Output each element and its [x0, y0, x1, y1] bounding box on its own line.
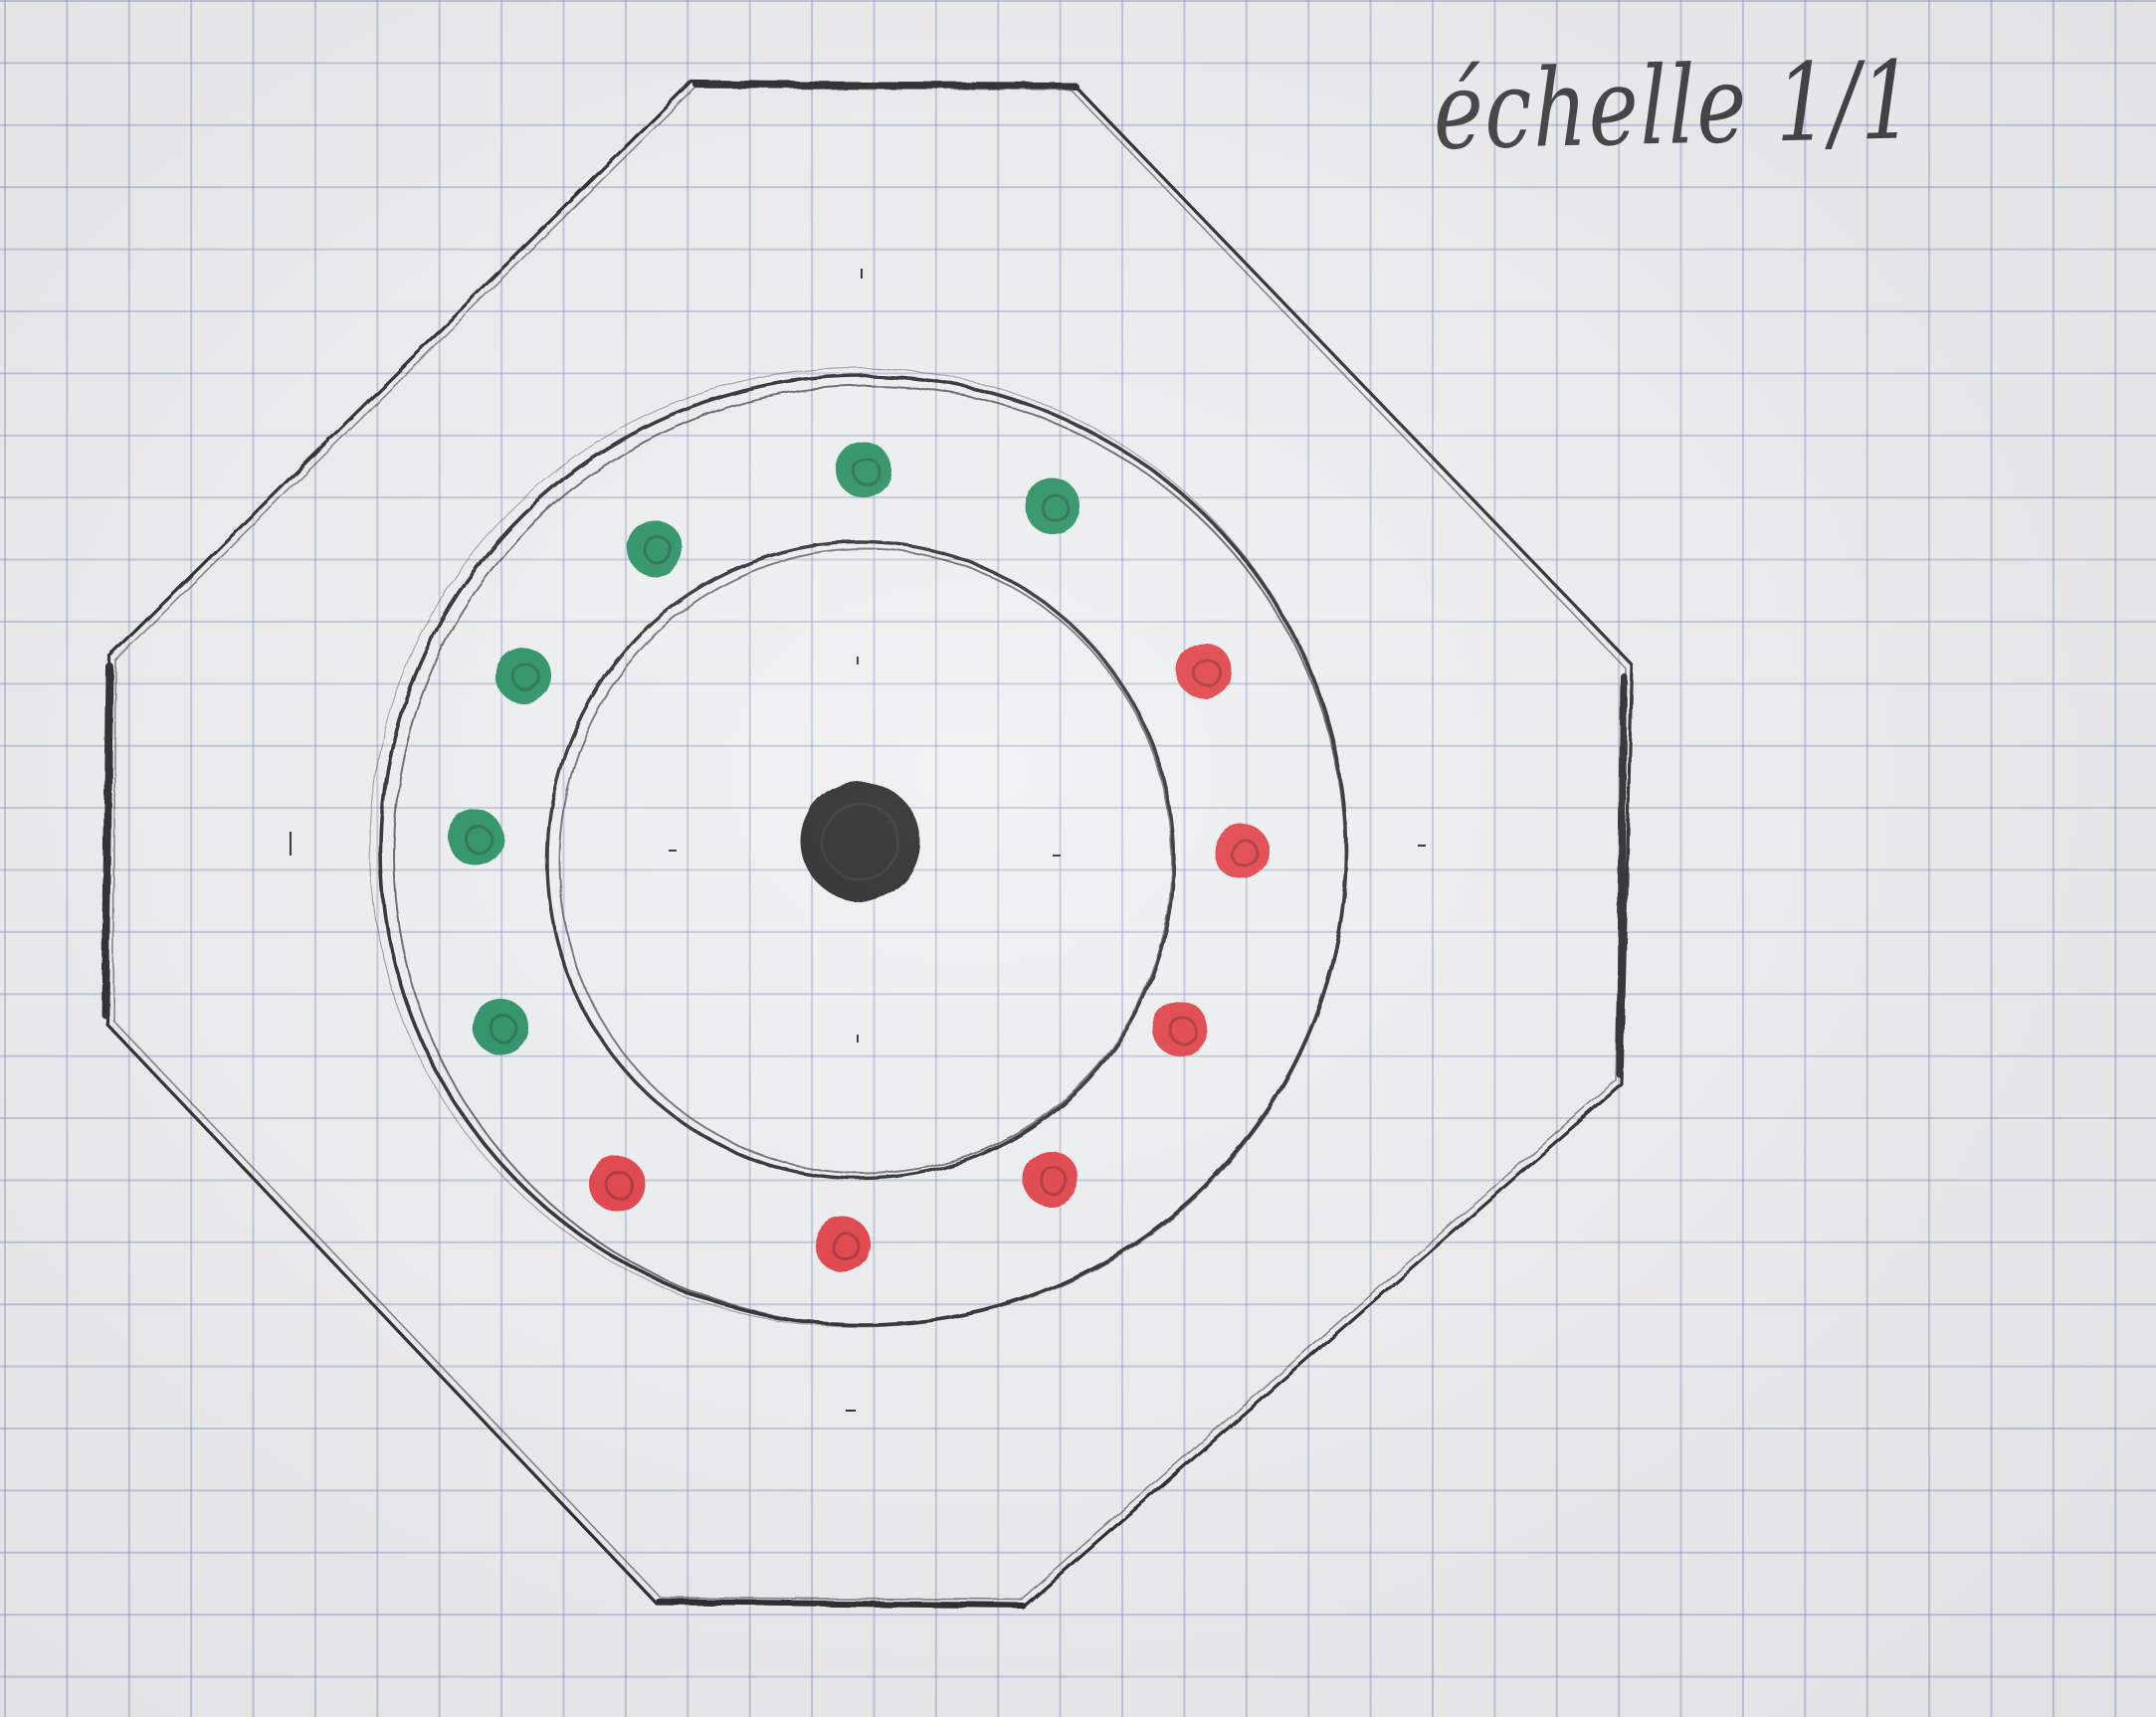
- red-dot: [1152, 1001, 1208, 1056]
- green-dot-group: [448, 442, 1080, 1054]
- octagon-emphasis-strokes: [101, 81, 1628, 1609]
- red-dot: [1214, 824, 1270, 879]
- inner-circle: [545, 540, 1176, 1181]
- center-dot: [801, 782, 920, 901]
- red-dot: [815, 1217, 871, 1272]
- red-dot: [1023, 1151, 1078, 1207]
- green-dot: [473, 999, 528, 1054]
- outer-circle: [369, 367, 1348, 1328]
- green-dot: [627, 520, 683, 576]
- construction-tick-marks: [290, 269, 1426, 1412]
- red-dot: [589, 1156, 645, 1212]
- red-dot-group: [589, 643, 1270, 1272]
- green-dot: [495, 648, 551, 703]
- green-dot: [836, 442, 891, 497]
- green-dot: [448, 810, 503, 865]
- green-dot: [1025, 478, 1080, 534]
- scale-annotation: échelle 1/1: [1433, 39, 1917, 174]
- red-dot: [1176, 643, 1232, 698]
